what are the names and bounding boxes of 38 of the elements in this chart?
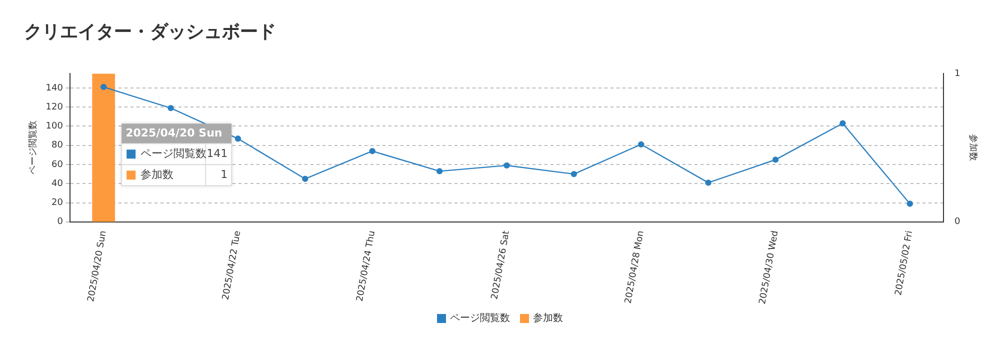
point [638,141,644,148]
point [234,136,242,142]
legend-label: ページ閲覧数 [140,146,207,160]
point [168,104,174,112]
y-tick-label: 140 [46,83,64,94]
y-tick-label: 40 [52,178,64,189]
point [705,180,712,186]
point [100,84,107,90]
y-tick-label: 80 [52,140,64,151]
x-tick-label: 2025/04/24 Thu [355,230,378,302]
point [302,176,308,182]
x-tick-label: 2025/04/28 Mon [624,230,646,304]
y-tick-label: 60 [52,160,64,170]
point [840,120,846,126]
annotation: 2025/04/20 Sun [126,126,222,140]
chart-title: クリエイター・ダッシュボード [24,21,276,42]
point [504,162,510,169]
y-axis-title: ページ閲覧数 [28,120,39,175]
annotation: 1 [220,168,228,181]
y-tick-label: 120 [46,102,64,112]
y2-axis-title: 参加数 [967,134,978,162]
y2-tick-label: 0 [954,217,960,228]
point [570,170,578,178]
point [436,168,443,174]
x-tick-label: 2025/04/22 Tue [221,230,244,301]
text: 参加数 [533,313,563,324]
x-tick-label: 2025/04/20 Sun [86,230,109,303]
y-tick-label: 20 [52,198,64,208]
point [906,200,913,207]
y-tick-label: 0 [57,217,64,228]
y2-tick-label: 1 [954,68,960,79]
y-tick-label: 100 [46,122,64,132]
point [772,156,779,163]
text: ページ閲覧数 [450,313,510,324]
point [369,148,376,154]
x-tick-label: 2025/04/30 Wed [758,230,781,305]
legend-label: 参加数 [140,168,174,181]
annotation: 141 [206,146,228,160]
